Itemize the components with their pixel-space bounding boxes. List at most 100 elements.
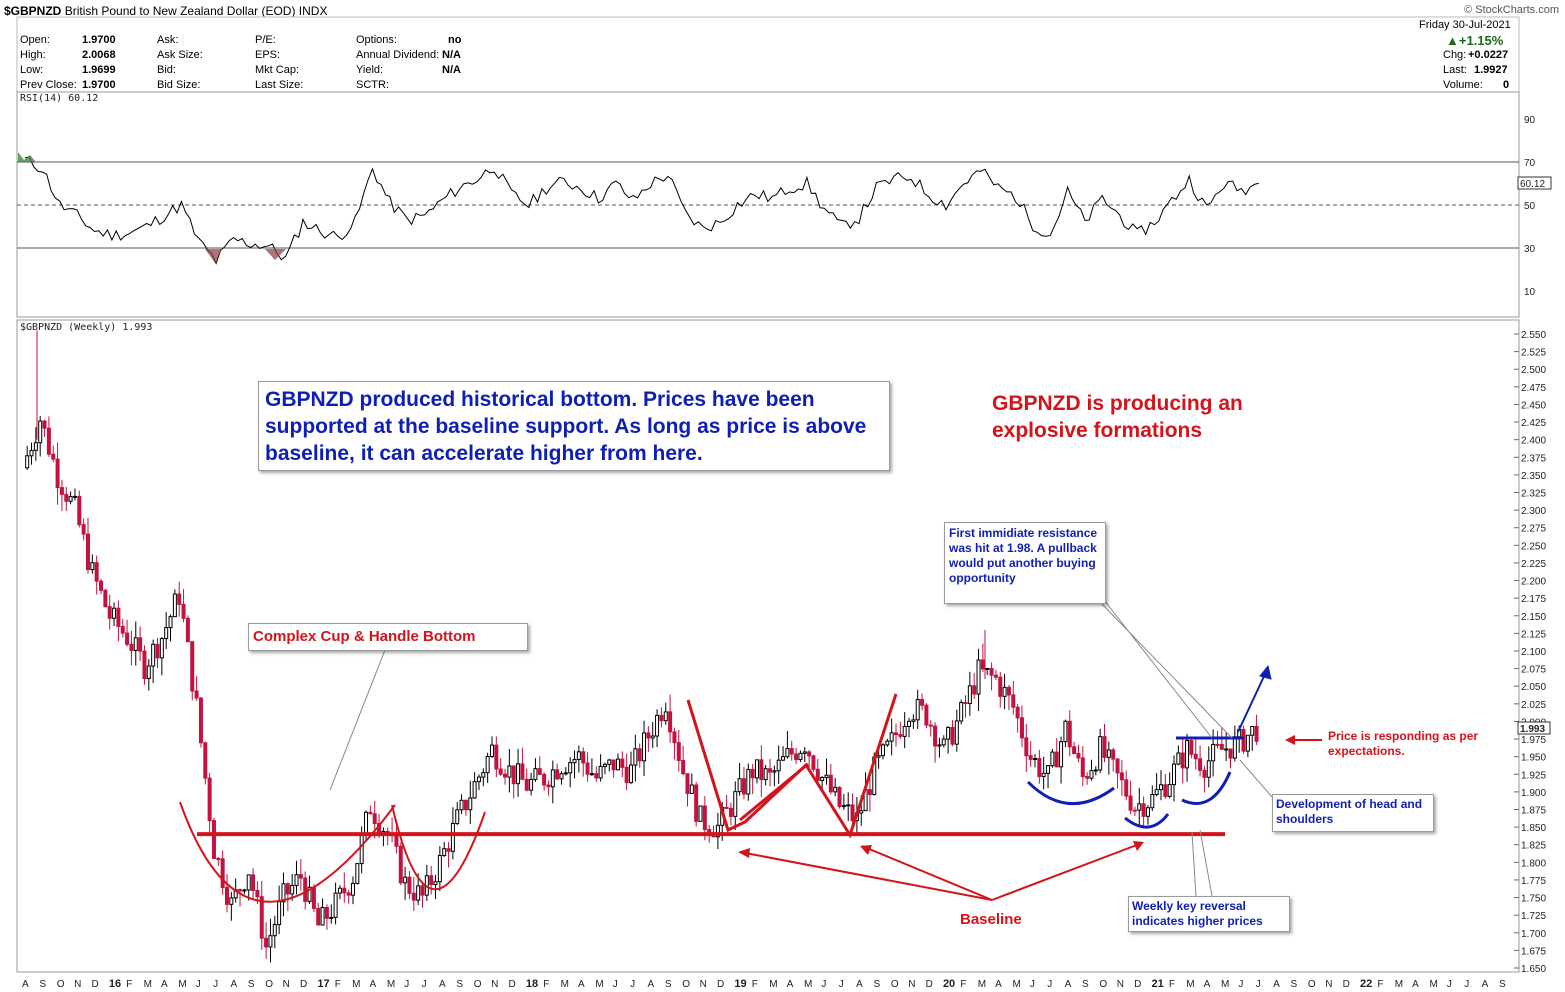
candle-body [320,907,325,926]
candle-body [1059,741,1064,768]
x-tick-label: M [352,979,360,990]
candle-body [151,643,156,667]
candle-body [768,768,773,773]
candle-body [941,738,946,746]
candle-body [529,778,534,791]
brand: © StockCharts.com [1464,4,1559,16]
candle-body [837,786,842,807]
candle-body [407,876,412,894]
rsi-overbought-fill [18,152,36,162]
x-tick-label: 18 [526,978,538,990]
x-tick-label: S [665,979,672,990]
candle-body [1115,758,1120,774]
candle-body [1232,736,1237,759]
price-tick-label: 1.700 [1521,929,1546,940]
candle-body [55,458,60,489]
candle-body [455,809,460,824]
candle-body [1011,694,1016,708]
x-tick-label: A [1482,979,1489,990]
candle-body [728,807,733,817]
candle-body [920,699,925,706]
x-tick-label: S [456,979,463,990]
candle-body [316,907,321,926]
x-tick-label: S [1499,979,1506,990]
rsi-line [24,156,1259,265]
stat-label: Open: [20,34,50,46]
x-tick-label: J [1030,979,1035,990]
x-tick-label: A [578,979,585,990]
x-tick-label: 16 [109,978,121,990]
price-tick-label: 2.125 [1521,629,1546,640]
x-tick-label: M [978,979,986,990]
stat-value: 1.9699 [82,64,116,76]
candle-body [1124,779,1129,797]
candle-body [168,616,173,629]
candle-body [1028,755,1033,760]
candle-body [220,858,225,888]
candle-body [498,768,503,775]
candle-body [581,751,586,764]
candle-body [120,625,125,634]
rsi-label: RSI(14) 60.12 [20,93,98,104]
candle-body [1189,740,1194,755]
candle-body [980,659,985,670]
x-tick-label: M [144,979,152,990]
head-shoulders-box: Development of head and shoulders [1272,794,1434,832]
stat-label: High: [20,49,46,61]
x-tick-label: A [1412,979,1419,990]
x-tick-label: 21 [1151,978,1163,990]
candle-body [607,759,612,765]
x-tick-label: A [1065,979,1072,990]
stat-label: Ask: [157,34,179,46]
x-tick-label: A [995,979,1002,990]
candle-body [1254,725,1259,742]
rsi-value-tag-box [1517,176,1552,190]
candle-body [172,593,177,618]
candle-body [107,606,112,619]
candle-body [694,784,699,822]
candle-body [333,892,338,918]
candle-body [737,778,742,793]
candle-body [350,882,355,896]
candle-body [611,759,616,771]
price-tick-label: 2.100 [1521,647,1546,658]
x-tick-label: J [1047,979,1052,990]
header-frame [16,16,1520,93]
candle-body [924,704,929,726]
shoulder-curve-left [1026,780,1115,806]
candle-body [633,748,638,766]
baseline-arrow-heads [738,841,1144,858]
candle-body [1072,746,1077,754]
candle-body [933,725,938,747]
x-tick-label: J [821,979,826,990]
candle-body [207,777,212,822]
x-tick-label: D [1343,979,1350,990]
x-tick-label: N [74,979,81,990]
candle-body [46,427,51,455]
candle-body [950,727,955,745]
candle-body [346,892,351,896]
date-label: Friday 30-Jul-2021 [1419,19,1511,31]
candle-body [342,887,347,894]
candle-body [51,453,56,460]
candle-body [698,805,703,822]
candle-body [481,772,486,778]
candle-body [602,763,607,767]
zigzag-inner [739,762,809,822]
x-tick-label: F [543,979,549,990]
instrument-name: British Pound to New Zealand Dollar (EOD… [64,4,296,18]
candle-body [442,848,447,856]
x-tick-label: J [422,979,427,990]
candle-body [142,650,147,679]
candle-body [1211,743,1216,762]
candle-body [1198,758,1203,771]
candle-body [550,769,555,788]
stat-label: Last Size: [255,79,304,91]
last-value: 1.9927 [1474,64,1508,76]
candle-body [1089,770,1094,779]
candle-body [94,562,99,582]
candles-group [25,416,1259,963]
candle-body [889,732,894,742]
candle-body [1150,794,1155,809]
stat-label: Low: [20,64,44,76]
